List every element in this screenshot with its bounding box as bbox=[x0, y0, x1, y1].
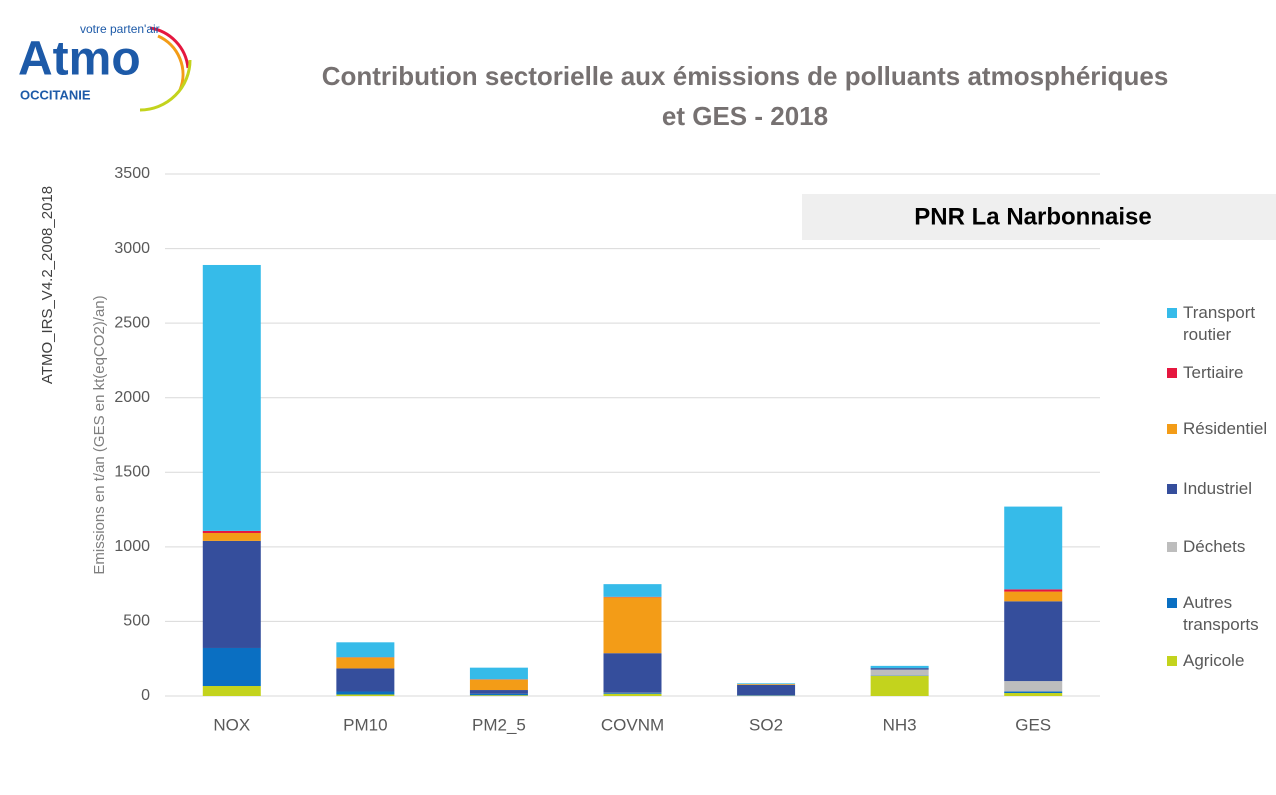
logo-arc bbox=[157, 34, 185, 91]
bar-segment bbox=[870, 668, 929, 670]
bar-segment bbox=[469, 690, 528, 694]
bar-segment bbox=[202, 686, 261, 696]
bar-segment bbox=[336, 691, 395, 695]
legend-label: Autres transports bbox=[1183, 593, 1259, 634]
legend-label: Agricole bbox=[1183, 651, 1245, 670]
bar-segment bbox=[870, 675, 929, 696]
bar-segment bbox=[1004, 591, 1063, 602]
y-tick-label: 3000 bbox=[114, 240, 150, 257]
y-tick-label: 3500 bbox=[114, 165, 150, 182]
logo-region: OCCITANIE bbox=[20, 87, 91, 102]
bar-segment bbox=[1004, 506, 1063, 590]
x-tick-label: PM10 bbox=[343, 715, 387, 734]
bar-segment bbox=[202, 540, 261, 648]
bar-segment bbox=[870, 665, 929, 669]
logo-tagline: votre parten'air bbox=[80, 22, 160, 36]
bar-segment bbox=[737, 683, 796, 685]
legend-swatch bbox=[1167, 484, 1177, 494]
bar-segment bbox=[603, 693, 662, 694]
bar-segment bbox=[1004, 601, 1063, 682]
bar-segment bbox=[603, 653, 662, 693]
legend-label: Résidentiel bbox=[1183, 419, 1268, 438]
legend-swatch bbox=[1167, 542, 1177, 552]
bar-segment bbox=[202, 532, 261, 541]
bar-segment bbox=[336, 657, 395, 669]
bar-segment bbox=[469, 679, 528, 691]
legend-label: Tertiaire bbox=[1183, 363, 1244, 382]
legend-item: Tertiaire bbox=[1167, 362, 1271, 384]
bar-segment bbox=[870, 669, 929, 676]
y-axis-label: Emissions en t/an (GES en kt(eqCO2)/an) bbox=[91, 295, 108, 574]
legend-swatch bbox=[1167, 308, 1177, 318]
chart-title: et GES - 2018 bbox=[662, 101, 828, 131]
x-tick-label: COVNM bbox=[601, 715, 664, 734]
y-tick-label: 500 bbox=[123, 613, 150, 630]
bar-segment bbox=[603, 597, 662, 654]
bar-segment bbox=[603, 693, 662, 696]
legend-swatch bbox=[1167, 656, 1177, 666]
bar-segment bbox=[469, 693, 528, 696]
bar-segment bbox=[737, 684, 796, 696]
legend-item: Autres transports bbox=[1167, 592, 1271, 636]
chart-title: Contribution sectorielle aux émissions d… bbox=[322, 61, 1169, 91]
bar-segment bbox=[1004, 693, 1063, 696]
legend-item: Déchets bbox=[1167, 536, 1271, 558]
y-tick-label: 2000 bbox=[114, 389, 150, 406]
bar-segment bbox=[1004, 681, 1063, 692]
legend-item: Résidentiel bbox=[1167, 418, 1271, 440]
bar-segment bbox=[469, 695, 528, 696]
y-tick-label: 1000 bbox=[114, 538, 150, 555]
x-tick-label: GES bbox=[1015, 715, 1051, 734]
logo: votre parten'air Atmo OCCITANIE bbox=[18, 22, 192, 112]
x-tick-label: PM2_5 bbox=[472, 715, 526, 734]
bar-segment bbox=[1004, 691, 1063, 694]
x-tick-label: SO2 bbox=[749, 715, 783, 734]
y-tick-label: 2500 bbox=[114, 314, 150, 331]
annotation-box bbox=[802, 194, 1276, 240]
x-tick-label: NH3 bbox=[883, 715, 917, 734]
annotation: PNR La Narbonnaise bbox=[914, 203, 1151, 230]
bar-segment bbox=[336, 668, 395, 692]
bar-segment bbox=[202, 647, 261, 687]
bar-segment bbox=[202, 530, 261, 533]
bar-segment bbox=[336, 642, 395, 658]
legend-label: Transport routier bbox=[1183, 303, 1256, 344]
legend-label: Déchets bbox=[1183, 537, 1246, 556]
legend-item: Industriel bbox=[1167, 478, 1271, 500]
bar-segment bbox=[469, 667, 528, 680]
bar-segment bbox=[1004, 589, 1063, 592]
logo-arc bbox=[149, 26, 190, 69]
bar-segment bbox=[603, 584, 662, 597]
y-tick-label: 1500 bbox=[114, 464, 150, 481]
legend-label: Industriel bbox=[1183, 479, 1252, 498]
bar-segment bbox=[336, 694, 395, 696]
bar-segment bbox=[737, 684, 796, 685]
bar-segment bbox=[202, 264, 261, 531]
legend-swatch bbox=[1167, 424, 1177, 434]
legend-swatch bbox=[1167, 598, 1177, 608]
logo-arc bbox=[139, 59, 192, 112]
x-tick-label: NOX bbox=[213, 715, 250, 734]
logo-name: Atmo bbox=[18, 33, 141, 86]
legend-swatch bbox=[1167, 368, 1177, 378]
legend-item: Transport routier bbox=[1167, 302, 1271, 346]
side-label: ATMO_IRS_V4.2_2008_2018 bbox=[39, 186, 56, 384]
y-tick-label: 0 bbox=[141, 687, 150, 704]
legend-item: Agricole bbox=[1167, 650, 1271, 672]
